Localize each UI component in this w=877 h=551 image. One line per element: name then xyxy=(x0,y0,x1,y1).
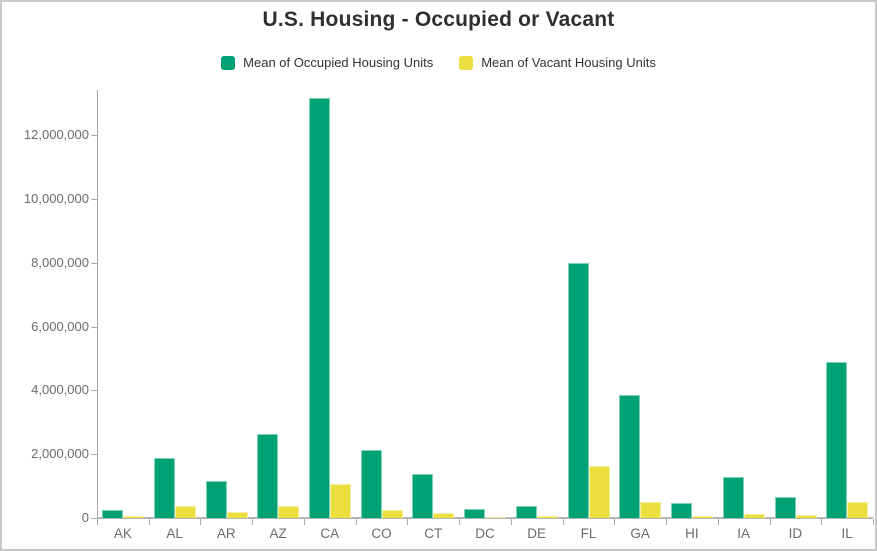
x-axis-label-GA: GA xyxy=(630,526,650,541)
y-tick-mark xyxy=(91,390,97,392)
bar-DC-occupied[interactable] xyxy=(464,508,486,518)
bar-DC-vacant[interactable] xyxy=(485,516,507,518)
legend-label-vacant: Mean of Vacant Housing Units xyxy=(481,55,656,70)
bar-HI-vacant[interactable] xyxy=(692,515,714,518)
chart-title: U.S. Housing - Occupied or Vacant xyxy=(262,8,615,31)
y-tick-mark xyxy=(91,262,97,264)
bar-CO-vacant[interactable] xyxy=(381,510,403,518)
x-axis-label-ID: ID xyxy=(788,526,803,541)
x-tick-mark xyxy=(666,519,668,525)
bar-ID-occupied[interactable] xyxy=(774,496,796,518)
x-axis-label-HI: HI xyxy=(685,526,699,541)
bar-IL-occupied[interactable] xyxy=(826,361,848,518)
y-tick-mark xyxy=(91,454,97,456)
bar-CA-occupied[interactable] xyxy=(308,98,330,518)
x-axis-label-AZ: AZ xyxy=(269,526,287,541)
y-axis-label: 12,000,000 xyxy=(23,127,89,142)
x-axis-label-DC: DC xyxy=(475,526,495,541)
bar-CA-vacant[interactable] xyxy=(329,483,351,518)
x-tick-mark xyxy=(407,519,409,525)
x-tick-mark xyxy=(821,519,823,525)
x-axis-label-FL: FL xyxy=(580,526,597,541)
x-axis-label-AR: AR xyxy=(216,526,236,541)
bar-AK-occupied[interactable] xyxy=(102,509,123,518)
bar-ID-vacant[interactable] xyxy=(795,515,817,518)
y-tick-mark xyxy=(91,326,97,328)
bar-AL-vacant[interactable] xyxy=(174,505,196,518)
y-axis-label: 6,000,000 xyxy=(31,318,89,334)
x-tick-mark xyxy=(200,519,202,525)
bar-AK-vacant[interactable] xyxy=(123,515,144,518)
bar-CT-occupied[interactable] xyxy=(412,474,434,518)
x-tick-mark xyxy=(252,519,254,525)
x-axis-label-CT: CT xyxy=(424,526,443,541)
legend-label-occupied: Mean of Occupied Housing Units xyxy=(243,55,434,70)
x-axis-label-IL: IL xyxy=(841,526,853,541)
x-axis-line xyxy=(97,517,873,519)
y-axis-label: 10,000,000 xyxy=(23,190,89,206)
bar-AR-occupied[interactable] xyxy=(205,481,227,518)
x-tick-mark xyxy=(355,519,357,525)
bar-CT-vacant[interactable] xyxy=(433,513,455,518)
bar-AZ-vacant[interactable] xyxy=(278,505,300,518)
y-axis-line xyxy=(97,90,98,518)
x-tick-mark xyxy=(769,519,771,525)
x-tick-mark xyxy=(614,519,616,525)
y-tick-mark xyxy=(91,135,97,136)
x-tick-mark xyxy=(303,519,305,525)
bar-FL-occupied[interactable] xyxy=(567,263,589,518)
y-tick-mark xyxy=(91,198,97,200)
x-tick-mark xyxy=(459,519,461,525)
chart-legend: Mean of Occupied Housing Units Mean of V… xyxy=(2,55,875,70)
vacant-swatch-icon xyxy=(459,55,474,70)
x-axis-label-DE: DE xyxy=(527,526,547,541)
bar-HI-occupied[interactable] xyxy=(671,503,693,518)
bar-DE-vacant[interactable] xyxy=(536,515,558,518)
bar-IA-vacant[interactable] xyxy=(743,513,765,518)
bar-IL-vacant[interactable] xyxy=(847,502,869,518)
x-axis-label-CA: CA xyxy=(320,526,340,541)
legend-item-vacant[interactable]: Mean of Vacant Housing Units xyxy=(459,55,656,70)
y-tick-mark xyxy=(91,518,97,519)
bar-FL-vacant[interactable] xyxy=(588,466,610,518)
occupied-swatch-icon xyxy=(221,55,236,70)
bar-AR-vacant[interactable] xyxy=(226,511,248,518)
x-axis-label-AK: AK xyxy=(113,526,132,541)
x-tick-mark xyxy=(562,519,564,525)
y-axis-label: 2,000,000 xyxy=(31,446,89,462)
x-tick-mark xyxy=(148,519,150,525)
bar-IA-occupied[interactable] xyxy=(722,476,744,518)
bar-DE-occupied[interactable] xyxy=(515,505,537,518)
y-axis-label: 4,000,000 xyxy=(31,382,89,398)
x-tick-mark xyxy=(717,519,719,525)
x-axis-label-AL: AL xyxy=(166,526,183,541)
y-axis-label: 8,000,000 xyxy=(31,254,89,270)
x-axis-label-IA: IA xyxy=(737,526,751,541)
x-axis-label-CO: CO xyxy=(371,526,392,541)
bar-GA-occupied[interactable] xyxy=(619,395,641,518)
bar-AL-occupied[interactable] xyxy=(153,457,175,518)
x-tick-mark xyxy=(510,519,512,525)
y-axis-label: 0 xyxy=(81,510,89,525)
bar-AZ-occupied[interactable] xyxy=(257,434,279,518)
bar-GA-vacant[interactable] xyxy=(640,502,662,518)
legend-item-occupied[interactable]: Mean of Occupied Housing Units xyxy=(221,55,433,70)
x-tick-mark xyxy=(97,519,98,525)
bar-CO-occupied[interactable] xyxy=(360,450,382,518)
x-tick-mark xyxy=(873,519,874,525)
